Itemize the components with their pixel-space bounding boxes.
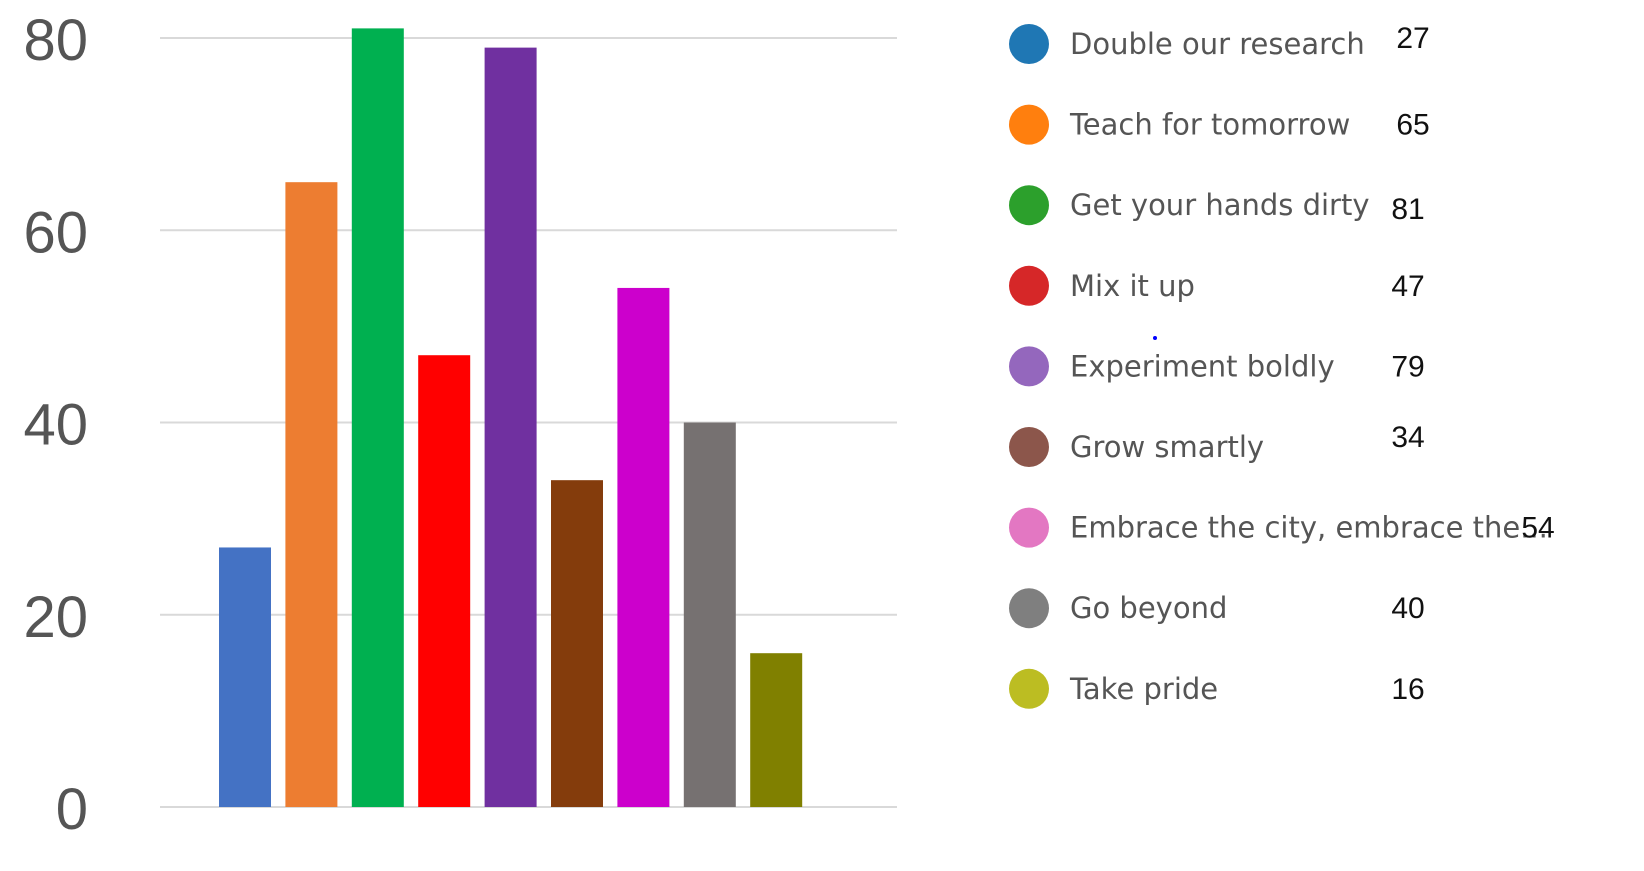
legend-label: Experiment boldly: [1070, 349, 1335, 383]
data-value-label: 27: [1396, 22, 1429, 55]
bar: [750, 653, 803, 807]
bar: [617, 287, 670, 807]
bar: [551, 480, 603, 807]
legend-label: Go beyond: [1070, 591, 1227, 625]
bar: [285, 182, 338, 807]
legend-item: Embrace the city, embrace the...54: [1009, 507, 1555, 548]
legend-label: Double our research: [1070, 27, 1365, 61]
legend-marker: [1009, 185, 1049, 226]
data-value-label: 47: [1391, 270, 1424, 303]
legend-label: Embrace the city, embrace the...: [1070, 511, 1548, 545]
legend-item: Take pride 16: [1009, 668, 1425, 709]
legend-item: Mix it up 47: [1009, 265, 1425, 306]
legend-item: Get your hands dirty 81: [1009, 185, 1425, 226]
bar: [351, 28, 404, 807]
bars: [219, 28, 803, 808]
legend-marker: [1009, 427, 1049, 467]
y-tick-label: 40: [23, 393, 88, 458]
data-value-label: 81: [1391, 193, 1424, 226]
legend-label: Grow smartly: [1070, 430, 1264, 464]
legend-marker: [1009, 588, 1049, 629]
legend: Double our research 27 Teach for tomorrow 6…: [1009, 22, 1555, 709]
data-value-label: 34: [1391, 421, 1424, 454]
y-tick-label: 0: [56, 777, 88, 842]
legend-item: Teach for tomorrow 65: [1009, 104, 1430, 145]
legend-item: Experiment boldly 79: [1009, 346, 1425, 387]
legend-item: Double our research 27: [1009, 22, 1430, 64]
legend-marker: [1009, 668, 1049, 709]
bar: [219, 547, 271, 807]
legend-marker: [1009, 104, 1049, 145]
data-value-label: 40: [1391, 592, 1424, 625]
bar: [418, 355, 471, 807]
legend-marker: [1009, 265, 1049, 306]
stray-dot: [1153, 336, 1157, 340]
y-axis: 0 20 40 60 80: [23, 8, 88, 842]
y-tick-label: 20: [23, 585, 88, 650]
data-value-label: 79: [1391, 350, 1424, 383]
legend-label: Get your hands dirty: [1070, 188, 1370, 222]
legend-label: Teach for tomorrow: [1069, 108, 1350, 142]
y-tick-label: 60: [23, 200, 88, 265]
data-value-label: 65: [1396, 109, 1429, 142]
legend-label: Mix it up: [1070, 269, 1195, 303]
bar: [683, 422, 736, 807]
legend-label: Take pride: [1069, 672, 1218, 706]
data-value-label: 54: [1521, 512, 1554, 545]
legend-marker: [1009, 507, 1049, 548]
legend-item: Go beyond 40: [1009, 588, 1425, 629]
legend-item: Grow smartly 34: [1009, 421, 1425, 467]
legend-marker: [1009, 24, 1049, 64]
data-value-label: 16: [1391, 673, 1424, 706]
legend-marker: [1009, 346, 1049, 387]
bar: [484, 47, 537, 808]
y-tick-label: 80: [23, 8, 88, 73]
